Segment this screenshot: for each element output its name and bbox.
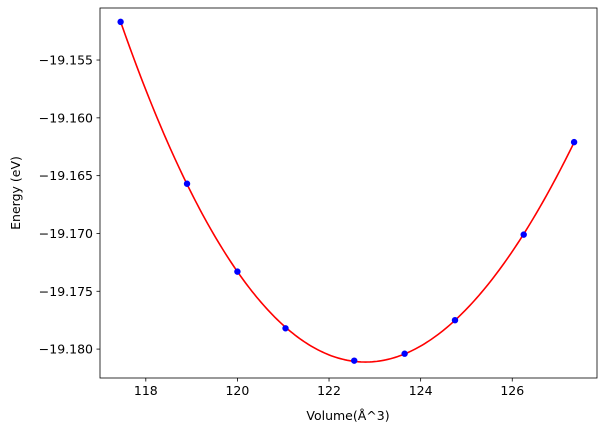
y-tick-label: −19.165 bbox=[39, 168, 93, 183]
data-point bbox=[520, 231, 527, 238]
x-axis: 118 120 122 124 126 bbox=[134, 378, 524, 398]
y-axis: −19.155 −19.160 −19.165 −19.170 −19.175 −19.1… bbox=[39, 53, 100, 357]
data-point bbox=[282, 325, 289, 332]
plot-area bbox=[99, 7, 598, 379]
fit-curve-layer bbox=[119, 21, 575, 363]
data-point bbox=[183, 180, 191, 187]
y-tick-label: −19.180 bbox=[39, 342, 93, 357]
x-tick-label: 122 bbox=[317, 383, 341, 398]
data-points-layer bbox=[117, 18, 578, 364]
data-point bbox=[117, 18, 124, 26]
x-tick-label: 118 bbox=[134, 383, 158, 398]
y-tick-label: −19.160 bbox=[39, 110, 93, 125]
data-point bbox=[351, 357, 358, 364]
x-tick-label: 126 bbox=[500, 383, 524, 398]
y-axis-title: Energy (eV) bbox=[8, 156, 23, 230]
data-point bbox=[451, 316, 459, 324]
y-tick-label: −19.175 bbox=[39, 284, 93, 299]
data-point bbox=[570, 138, 578, 146]
data-point bbox=[401, 350, 408, 357]
data-point bbox=[234, 268, 241, 275]
x-tick-label: 120 bbox=[225, 383, 249, 398]
x-tick-label: 124 bbox=[409, 383, 433, 398]
y-tick-label: −19.155 bbox=[39, 53, 93, 68]
y-tick-label: −19.170 bbox=[39, 226, 93, 241]
fit-curve bbox=[119, 21, 575, 363]
x-axis-title: Volume(Å^3) bbox=[306, 408, 389, 423]
axes-frame bbox=[99, 7, 598, 379]
